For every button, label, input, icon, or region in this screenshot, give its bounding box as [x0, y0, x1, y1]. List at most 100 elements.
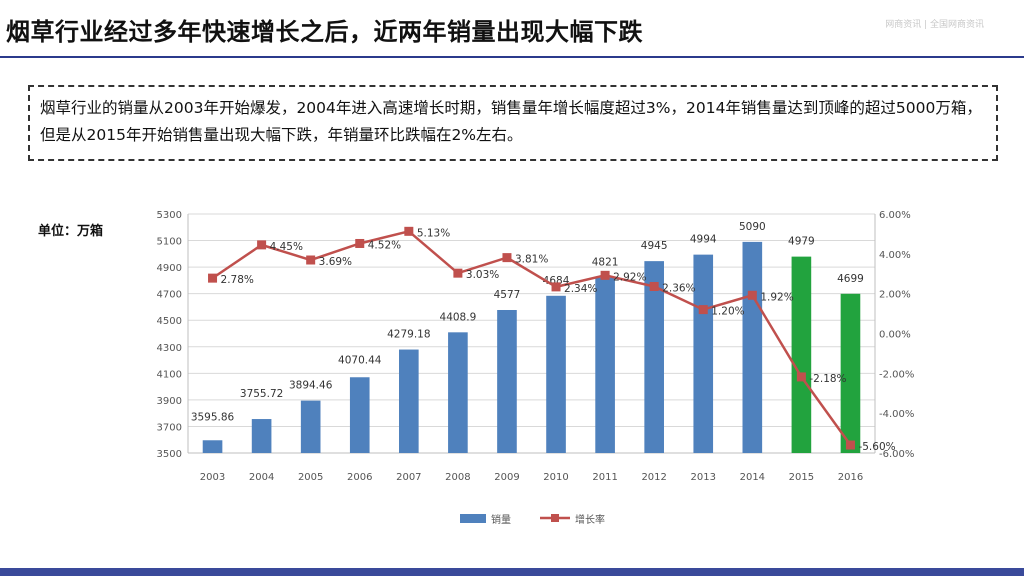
bar [448, 332, 468, 453]
bar-value-label: 3755.72 [240, 388, 283, 400]
growth-value-label: 2.78% [221, 274, 254, 286]
x-axis-tick: 2009 [494, 472, 519, 483]
left-axis-tick: 4900 [157, 263, 182, 274]
page-title: 烟草行业经过多年快速增长之后，近两年销量出现大幅下跌 [6, 18, 643, 46]
right-axis-tick: -6.00% [879, 449, 914, 460]
x-axis-tick: 2007 [396, 472, 421, 483]
bar-value-label: 4408.9 [440, 311, 477, 323]
left-axis-tick: 4100 [157, 369, 182, 380]
x-axis-tick: 2013 [691, 472, 716, 483]
growth-value-label: 2.36% [662, 282, 695, 294]
x-axis-tick: 2006 [347, 472, 372, 483]
bar-value-label: 3894.46 [289, 380, 333, 392]
growth-value-label: -5.60% [858, 441, 895, 453]
bar-value-label: 4994 [690, 234, 717, 246]
left-axis-tick: 5300 [157, 210, 182, 221]
bar [546, 295, 566, 453]
x-axis-tick: 2008 [445, 472, 470, 483]
growth-value-label: 4.45% [270, 241, 303, 253]
left-axis-tick: 5100 [157, 237, 182, 248]
bar [595, 277, 615, 453]
left-axis-tick: 3500 [157, 449, 182, 460]
bar [202, 440, 223, 453]
growth-value-label: -2.18% [809, 373, 846, 385]
growth-marker [208, 273, 218, 283]
bar [300, 400, 321, 453]
growth-line [211, 229, 852, 446]
x-axis-tick: 2016 [838, 472, 863, 483]
left-axis-tick: 3900 [157, 396, 182, 407]
x-axis-tick: 2010 [543, 472, 568, 483]
sales-growth-chart: 3500 3700 3900 4100 4300 4500 4700 4900 5100 5300… [130, 200, 980, 540]
right-axis-tick: 6.00% [879, 210, 911, 221]
growth-value-label: 3.81% [515, 254, 548, 266]
bar-value-label: 4699 [837, 273, 864, 285]
left-axis-tick: 4300 [157, 343, 182, 354]
bar-value-label: 4945 [641, 240, 668, 252]
growth-marker [747, 290, 757, 300]
x-axis-tick: 2011 [592, 472, 617, 483]
summary-box: 烟草行业的销量从2003年开始爆发，2004年进入高速增长时期，销售量年增长幅度… [28, 85, 998, 161]
growth-marker [502, 253, 512, 263]
growth-marker [453, 268, 463, 278]
bar-value-label: 3595.86 [191, 411, 235, 423]
growth-marker [649, 281, 659, 291]
growth-value-label: 5.13% [417, 227, 450, 239]
unit-label: 单位：万箱 [38, 224, 104, 239]
legend-sales-label: 销量 [491, 513, 511, 526]
left-axis-tick: 4500 [157, 316, 182, 327]
right-axis-tick: 4.00% [879, 250, 911, 261]
bar [693, 254, 714, 453]
brand-watermark: 网商资讯 | 全国网商资讯 [885, 20, 984, 30]
bar-value-label: 4979 [788, 236, 815, 248]
bar [644, 261, 664, 453]
x-axis-tick: 2014 [740, 472, 765, 483]
growth-value-label: 2.34% [564, 283, 597, 295]
right-axis-tick: 2.00% [879, 290, 911, 301]
bar-value-label: 4577 [494, 289, 521, 301]
growth-marker [306, 255, 316, 265]
chart-svg: 3500 3700 3900 4100 4300 4500 4700 4900 5100 5300… [157, 210, 915, 526]
growth-marker [355, 238, 365, 248]
legend-growth-label: 增长率 [575, 513, 605, 526]
bar [742, 241, 763, 453]
x-axis-tick: 2004 [249, 472, 274, 483]
growth-value-label: 1.20% [711, 306, 744, 318]
right-axis-tick: 0.00% [879, 330, 911, 341]
right-axis-tick: -4.00% [879, 409, 914, 420]
bar [349, 377, 370, 453]
left-axis-tick: 4700 [157, 290, 182, 301]
right-axis-tick: -2.00% [879, 369, 914, 380]
left-axis-tick: 3700 [157, 422, 182, 433]
growth-marker [404, 226, 414, 236]
bar-value-label: 4070.44 [338, 354, 382, 366]
growth-value-label: 1.92% [760, 291, 793, 303]
bar-value-label: 4279.18 [387, 329, 430, 341]
bar [497, 309, 517, 453]
growth-value-label: 2.92% [613, 271, 646, 283]
legend-sales-swatch [460, 514, 486, 523]
growth-value-label: 4.52% [368, 239, 401, 251]
x-axis-tick: 2015 [789, 472, 814, 483]
growth-marker [796, 372, 806, 382]
bar [791, 256, 812, 453]
growth-marker [551, 282, 561, 292]
title-divider [0, 56, 1024, 58]
growth-marker [257, 240, 267, 250]
growth-marker [845, 440, 855, 450]
x-axis-tick: 2005 [298, 472, 323, 483]
x-axis-tick: 2003 [200, 472, 225, 483]
growth-marker [600, 270, 610, 280]
legend-growth-marker [551, 514, 559, 522]
bar [399, 349, 419, 453]
bottom-bar [0, 568, 1024, 576]
bar-value-label: 4821 [592, 257, 619, 269]
bar [840, 293, 861, 453]
bar-value-label: 5090 [739, 221, 766, 233]
x-axis-tick: 2012 [641, 472, 666, 483]
growth-marker [698, 305, 708, 315]
summary-text: 烟草行业的销量从2003年开始爆发，2004年进入高速增长时期，销售量年增长幅度… [40, 99, 982, 144]
bar [251, 419, 272, 453]
growth-value-label: 3.69% [319, 256, 352, 268]
growth-value-label: 3.03% [466, 269, 499, 281]
